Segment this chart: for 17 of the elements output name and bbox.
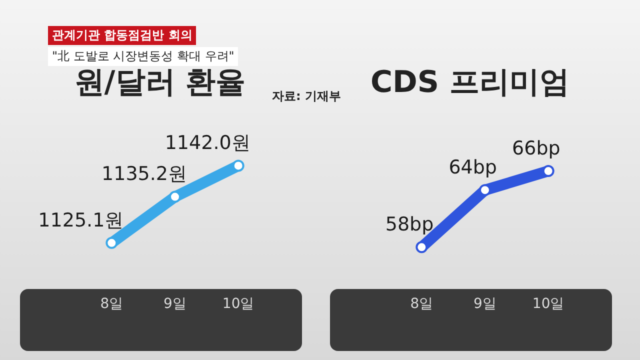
data-label: 1135.2원 [102, 163, 187, 186]
data-label: 66bp [512, 137, 560, 160]
data-label: 58bp [385, 214, 434, 236]
chart-title: CDS 프리미엄 [370, 65, 570, 100]
data-label: 1125.1원 [38, 209, 124, 232]
text: 자료: 기재부 [272, 88, 341, 105]
data-label: 1142.0원 [164, 132, 250, 154]
x-tick-label: 9일 [474, 296, 496, 312]
x-tick-label: 8일 [410, 296, 434, 312]
text: 관계기관 합동점검반 회의 [48, 26, 196, 45]
chart-title: 원/달러 환율 [74, 65, 246, 100]
x-tick-label: 10일 [222, 296, 254, 312]
x-tick-label: 10일 [532, 296, 564, 312]
x-tick-label: 9일 [164, 296, 186, 312]
text: "北 도발로 시장변동성 확대 우려" [48, 47, 238, 66]
x-tick-label: 8일 [100, 296, 124, 312]
data-label: 64bp [448, 156, 497, 179]
